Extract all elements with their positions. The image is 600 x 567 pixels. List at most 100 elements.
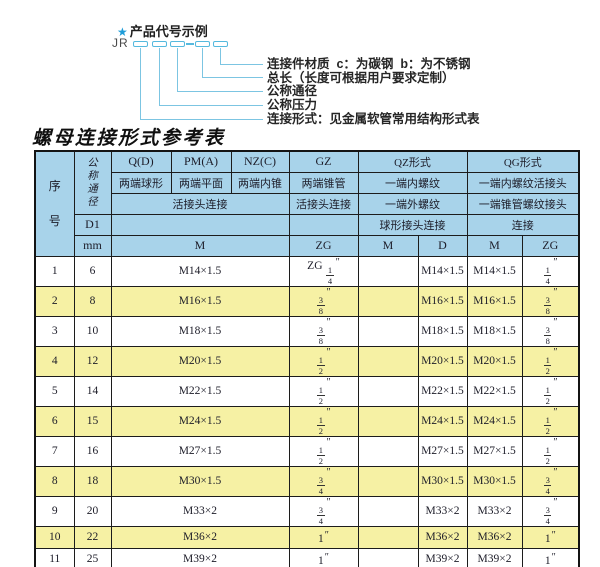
cell-qz-m — [357, 525, 419, 549]
table-row: 3 10 M18×1.5 3 8 ″ M18×1.5 M18×1.5 3 8 ″ — [34, 315, 580, 347]
header-q: Q(D) — [110, 150, 172, 173]
code-label-pressure: 公称压力 — [267, 98, 318, 112]
table-row: 2 8 M16×1.5 3 8 ″ M16×1.5 M16×1.5 3 8 ″ — [34, 285, 580, 317]
inch-mark: ″ — [335, 256, 340, 268]
connector-line — [220, 64, 263, 65]
cell-no: 1 — [34, 255, 75, 287]
connector-line — [202, 77, 263, 78]
cell-qz-d: M33×2 — [417, 495, 468, 527]
header-q-sub: 两端球形 — [110, 171, 172, 194]
cell-dn: 22 — [73, 525, 112, 549]
inch-mark: ″ — [553, 316, 558, 328]
code-label-material: 连接件材质 c：为碳钢 b：为不锈钢 — [267, 57, 471, 71]
cell-qz-m — [357, 375, 419, 407]
cell-no: 2 — [34, 285, 75, 317]
cell-qg-m: M20×1.5 — [466, 345, 523, 377]
code-dash — [186, 43, 194, 45]
cell-gz: ZG 1 4 ″ — [288, 255, 359, 287]
cell-m: M24×1.5 — [110, 405, 290, 437]
cell-qg-m: M16×1.5 — [466, 285, 523, 317]
inch-mark: ″ — [553, 376, 558, 388]
product-code-heading: ★ 产品代号示例 — [117, 21, 208, 40]
code-box — [152, 41, 167, 47]
connector-line — [159, 105, 263, 106]
inch-mark: ″ — [326, 466, 331, 478]
cell-m: M18×1.5 — [110, 315, 290, 347]
cell-m: M16×1.5 — [110, 285, 290, 317]
cell-no: 10 — [34, 525, 75, 549]
inch-mark: ″ — [551, 529, 556, 541]
header-d1: D1 — [73, 213, 112, 236]
header-seq: 序号 — [34, 150, 75, 257]
cell-dn: 20 — [73, 495, 112, 527]
cell-qg-m: M30×1.5 — [466, 465, 523, 497]
product-code-title: 产品代号示例 — [129, 24, 208, 39]
cell-qg-zg: 3 8 ″ — [521, 285, 580, 317]
connector-line — [159, 48, 160, 105]
header-qg-sub1: 一端内螺纹活接头 — [466, 171, 580, 194]
inch-mark: ″ — [553, 256, 558, 268]
code-box — [133, 41, 148, 47]
cell-dn: 18 — [73, 465, 112, 497]
inch-mark: ″ — [326, 406, 331, 418]
cell-qg-m: M39×2 — [466, 547, 523, 567]
header-nz: NZ(C) — [230, 150, 290, 173]
cell-qz-d: M24×1.5 — [417, 405, 468, 437]
cell-m: M36×2 — [110, 525, 290, 549]
header-qg-join: 连接 — [466, 213, 580, 236]
star-icon: ★ — [117, 25, 128, 39]
cell-no: 7 — [34, 435, 75, 467]
cell-gz: 3 8 ″ — [288, 285, 359, 317]
cell-qz-m — [357, 315, 419, 347]
inch-mark: ″ — [551, 551, 556, 563]
header-qg: QG形式 — [466, 150, 580, 173]
header-empty-cell — [288, 213, 359, 236]
code-box — [195, 41, 210, 47]
header-qpn-join: 活接头连接 — [110, 192, 290, 215]
cell-gz: 1″ — [288, 547, 359, 567]
cell-dn: 15 — [73, 405, 112, 437]
cell-qg-zg: 1 2 ″ — [521, 435, 580, 467]
header-zg-gz: ZG — [288, 234, 359, 257]
header-qz-sub2: 一端外螺纹 — [357, 192, 468, 215]
cell-qz-m — [357, 465, 419, 497]
cell-m: M39×2 — [110, 547, 290, 567]
header-empty-cell — [110, 213, 290, 236]
cell-no: 11 — [34, 547, 75, 567]
header-gz-sub: 两端锥管 — [288, 171, 359, 194]
cell-gz: 1 2 ″ — [288, 375, 359, 407]
cell-qg-m: M14×1.5 — [466, 255, 523, 287]
nut-connection-table: 序号 公称通径 Q(D) PM(A) NZ(C) GZ QZ形式 QG形式 两端… — [34, 150, 581, 567]
cell-m: M14×1.5 — [110, 255, 290, 287]
header-m-wide: M — [110, 234, 290, 257]
inch-mark: ″ — [326, 436, 331, 448]
cell-no: 8 — [34, 465, 75, 497]
cell-qz-m — [357, 255, 419, 287]
cell-gz: 3 8 ″ — [288, 315, 359, 347]
code-label-diameter: 公称通径 — [267, 84, 318, 98]
cell-gz: 1 2 ″ — [288, 405, 359, 437]
cell-m: M22×1.5 — [110, 375, 290, 407]
cell-gz: 1 2 ″ — [288, 345, 359, 377]
cell-qz-m — [357, 495, 419, 527]
table-header: 序号 公称通径 Q(D) PM(A) NZ(C) GZ QZ形式 QG形式 两端… — [34, 150, 580, 257]
inch-mark: ″ — [326, 376, 331, 388]
inch-mark: ″ — [326, 286, 331, 298]
header-qz-m: M — [357, 234, 419, 257]
cell-qg-zg: 1 2 ″ — [521, 345, 580, 377]
cell-gz: 1″ — [288, 525, 359, 549]
cell-m: M33×2 — [110, 495, 290, 527]
cell-qz-d: M14×1.5 — [417, 255, 468, 287]
inch-mark: ″ — [326, 316, 331, 328]
